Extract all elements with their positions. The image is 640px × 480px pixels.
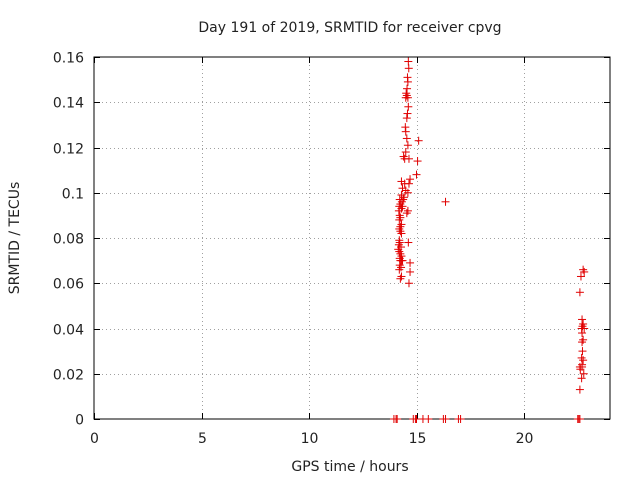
data-point: [402, 134, 411, 143]
data-point: [413, 157, 422, 166]
data-point: [406, 175, 415, 184]
data-point: [404, 238, 413, 247]
x-tick-label: 15: [409, 431, 427, 447]
data-point: [395, 265, 404, 274]
data-point: [579, 335, 588, 344]
y-tick-label: 0.06: [53, 277, 84, 293]
data-point: [406, 258, 415, 267]
data-point: [441, 415, 450, 423]
data-point: [397, 272, 406, 281]
data-point: [394, 206, 403, 215]
data-point: [399, 152, 408, 161]
data-point: [580, 324, 589, 333]
data-point: [402, 209, 411, 218]
y-tick-label: 0.16: [53, 51, 84, 67]
x-axis-label: GPS time / hours: [291, 459, 408, 475]
data-point: [578, 329, 587, 338]
data-point: [575, 385, 584, 394]
data-point: [397, 220, 406, 229]
data-point: [393, 415, 402, 423]
data-point: [576, 272, 585, 281]
data-point: [406, 267, 415, 276]
data-point: [403, 109, 412, 118]
y-tick-label: 0.1: [62, 187, 84, 203]
data-point: [578, 338, 587, 347]
data-point: [441, 197, 450, 206]
data-point: [396, 213, 405, 222]
data-point: [404, 57, 413, 66]
data-point: [401, 127, 410, 136]
data-point: [403, 77, 412, 86]
data-point: [580, 267, 589, 276]
data-point: [578, 315, 587, 324]
x-tick-label: 20: [516, 431, 534, 447]
data-point: [395, 238, 404, 247]
data-point: [402, 114, 411, 123]
y-tick-label: 0: [75, 413, 84, 429]
y-axis-label: SRMTID / TECUs: [7, 182, 23, 295]
data-point: [396, 227, 405, 236]
data-point: [579, 319, 588, 328]
y-tick-label: 0.04: [53, 323, 84, 339]
y-tick-label: 0.14: [53, 96, 84, 112]
y-tick-label: 0.02: [53, 368, 84, 384]
x-tick-label: 0: [90, 431, 99, 447]
data-point: [575, 288, 584, 297]
data-point: [403, 206, 412, 215]
x-tick-label: 5: [198, 431, 207, 447]
data-point: [403, 93, 412, 102]
chart-title: Day 191 of 2019, SRMTID for receiver cpv…: [198, 20, 501, 36]
data-point: [579, 369, 588, 378]
data-point: [576, 365, 585, 374]
data-points: [389, 57, 589, 423]
data-point: [395, 224, 404, 233]
data-point: [424, 415, 433, 423]
data-point: [575, 415, 584, 423]
x-tick-label: 10: [301, 431, 319, 447]
data-point: [577, 374, 586, 383]
plot-frame: [93, 56, 611, 420]
data-point: [396, 274, 405, 283]
data-point: [412, 170, 421, 179]
axis-ticks: 0 0.02 0.04 0.06 0.08 0.1 0.12 0.14 0.16 0 5 10 15 20: [53, 51, 610, 447]
data-point: [395, 215, 404, 224]
data-point: [404, 179, 413, 188]
data-point: [403, 84, 412, 93]
data-point: [456, 415, 465, 423]
data-point: [579, 356, 588, 365]
data-point: [578, 347, 587, 356]
data-point: [403, 188, 412, 197]
data-point: [401, 148, 410, 157]
data-point: [397, 256, 406, 265]
data-point: [414, 136, 423, 145]
data-point: [397, 229, 406, 238]
data-point: [579, 265, 588, 274]
data-point: [404, 154, 413, 163]
y-tick-label: 0.12: [53, 142, 84, 158]
data-point: [403, 141, 412, 150]
data-point: [404, 64, 413, 73]
grid: [94, 57, 610, 419]
y-tick-label: 0.08: [53, 232, 84, 248]
data-point: [404, 279, 413, 288]
data-point: [402, 91, 411, 100]
data-point: [404, 102, 413, 111]
